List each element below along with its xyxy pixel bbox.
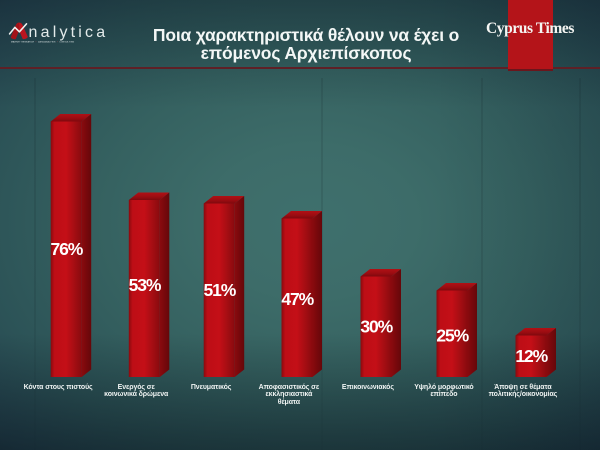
- svg-text:30%: 30%: [360, 317, 393, 337]
- svg-text:12%: 12%: [515, 346, 548, 366]
- svg-text:25%: 25%: [436, 326, 469, 346]
- svg-text:47%: 47%: [281, 289, 314, 309]
- svg-text:76%: 76%: [51, 239, 84, 259]
- svg-text:51%: 51%: [204, 280, 237, 300]
- svg-text:53%: 53%: [129, 275, 162, 295]
